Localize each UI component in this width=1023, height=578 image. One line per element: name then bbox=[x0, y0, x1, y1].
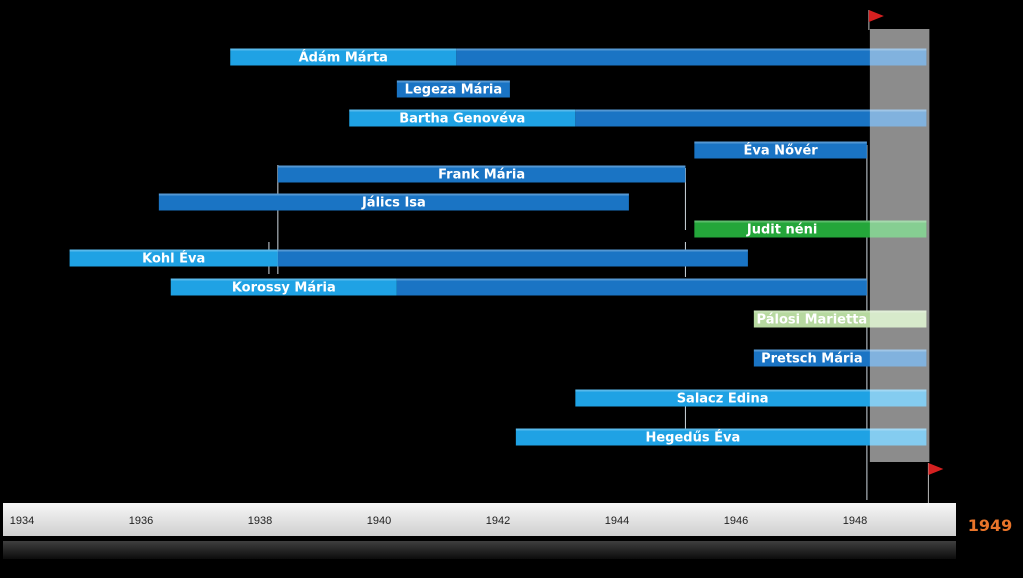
bar-segment bbox=[396, 80, 510, 98]
flag-icon bbox=[868, 10, 884, 22]
bar-gloss bbox=[396, 80, 510, 83]
bar-gloss bbox=[277, 165, 686, 168]
bar-gloss bbox=[349, 109, 576, 112]
bar-gloss bbox=[396, 278, 867, 281]
bar-gloss bbox=[515, 428, 927, 431]
bar-segment bbox=[396, 278, 867, 296]
bar-label: Éva Nővér bbox=[744, 143, 819, 159]
bar-segment bbox=[69, 249, 278, 267]
bar-highlight-overlay bbox=[869, 349, 927, 367]
bar-gloss bbox=[230, 48, 457, 51]
bar-highlight-overlay bbox=[869, 310, 927, 328]
bar-label: Ádám Márta bbox=[299, 50, 388, 66]
bar-segment bbox=[694, 141, 867, 159]
tick-label: 1946 bbox=[724, 515, 748, 527]
tick-label: 1942 bbox=[486, 515, 510, 527]
bar-highlight-overlay bbox=[869, 220, 927, 238]
bar-gloss bbox=[575, 389, 927, 392]
bar-label: Legeza Mária bbox=[405, 83, 502, 98]
bar-highlight-overlay bbox=[869, 48, 927, 66]
bar-label: Frank Mária bbox=[438, 168, 525, 183]
bar-segment bbox=[456, 48, 927, 66]
bar-gloss bbox=[277, 249, 748, 252]
bar-gloss bbox=[170, 278, 397, 281]
bar-label: Judit néni bbox=[746, 223, 817, 238]
bar-segment bbox=[170, 278, 397, 296]
bar-segment bbox=[575, 389, 927, 407]
bar-highlight-overlay bbox=[869, 428, 927, 446]
bar-segment bbox=[349, 109, 576, 127]
bar-label: Kohl Éva bbox=[142, 251, 205, 267]
bar-label: Korossy Mária bbox=[232, 281, 336, 296]
bar-label: Bartha Genovéva bbox=[399, 112, 525, 127]
bar-label: Pretsch Mária bbox=[761, 352, 863, 367]
end-year-label: 1949 bbox=[968, 516, 1013, 535]
bar-gloss bbox=[694, 220, 927, 223]
time-axis bbox=[3, 503, 956, 536]
bar-highlight-overlay bbox=[869, 389, 927, 407]
bar-label: Jálics Isa bbox=[361, 196, 426, 211]
tick-label: 1936 bbox=[129, 515, 153, 527]
bar-gloss bbox=[753, 349, 927, 352]
bar-gloss bbox=[158, 193, 629, 196]
bar-segment bbox=[753, 310, 927, 328]
bar-gloss bbox=[694, 141, 867, 144]
tick-label: 1938 bbox=[248, 515, 272, 527]
bar-segment bbox=[515, 428, 927, 446]
tick-label: 1944 bbox=[605, 515, 629, 527]
bar-gloss bbox=[456, 48, 927, 51]
bar-label: Salacz Edina bbox=[677, 392, 769, 407]
bar-label: Pálosi Marietta bbox=[757, 313, 868, 328]
bar-gloss bbox=[753, 310, 927, 313]
bar-segment bbox=[158, 193, 629, 211]
bar-gloss bbox=[575, 109, 927, 112]
bar-segment bbox=[753, 349, 927, 367]
flag-icon bbox=[928, 463, 944, 475]
tick-label: 1934 bbox=[10, 515, 34, 527]
bar-segment bbox=[230, 48, 457, 66]
tick-label: 1948 bbox=[843, 515, 867, 527]
tick-label: 1940 bbox=[367, 515, 391, 527]
bar-segment bbox=[277, 165, 686, 183]
bar-segment bbox=[694, 220, 927, 238]
bar-gloss bbox=[69, 249, 278, 252]
time-axis-reflection bbox=[3, 541, 956, 559]
bar-segment bbox=[277, 249, 748, 267]
bar-highlight-overlay bbox=[869, 109, 927, 127]
bar-segment bbox=[575, 109, 927, 127]
bar-label: Hegedűs Éva bbox=[645, 430, 740, 446]
